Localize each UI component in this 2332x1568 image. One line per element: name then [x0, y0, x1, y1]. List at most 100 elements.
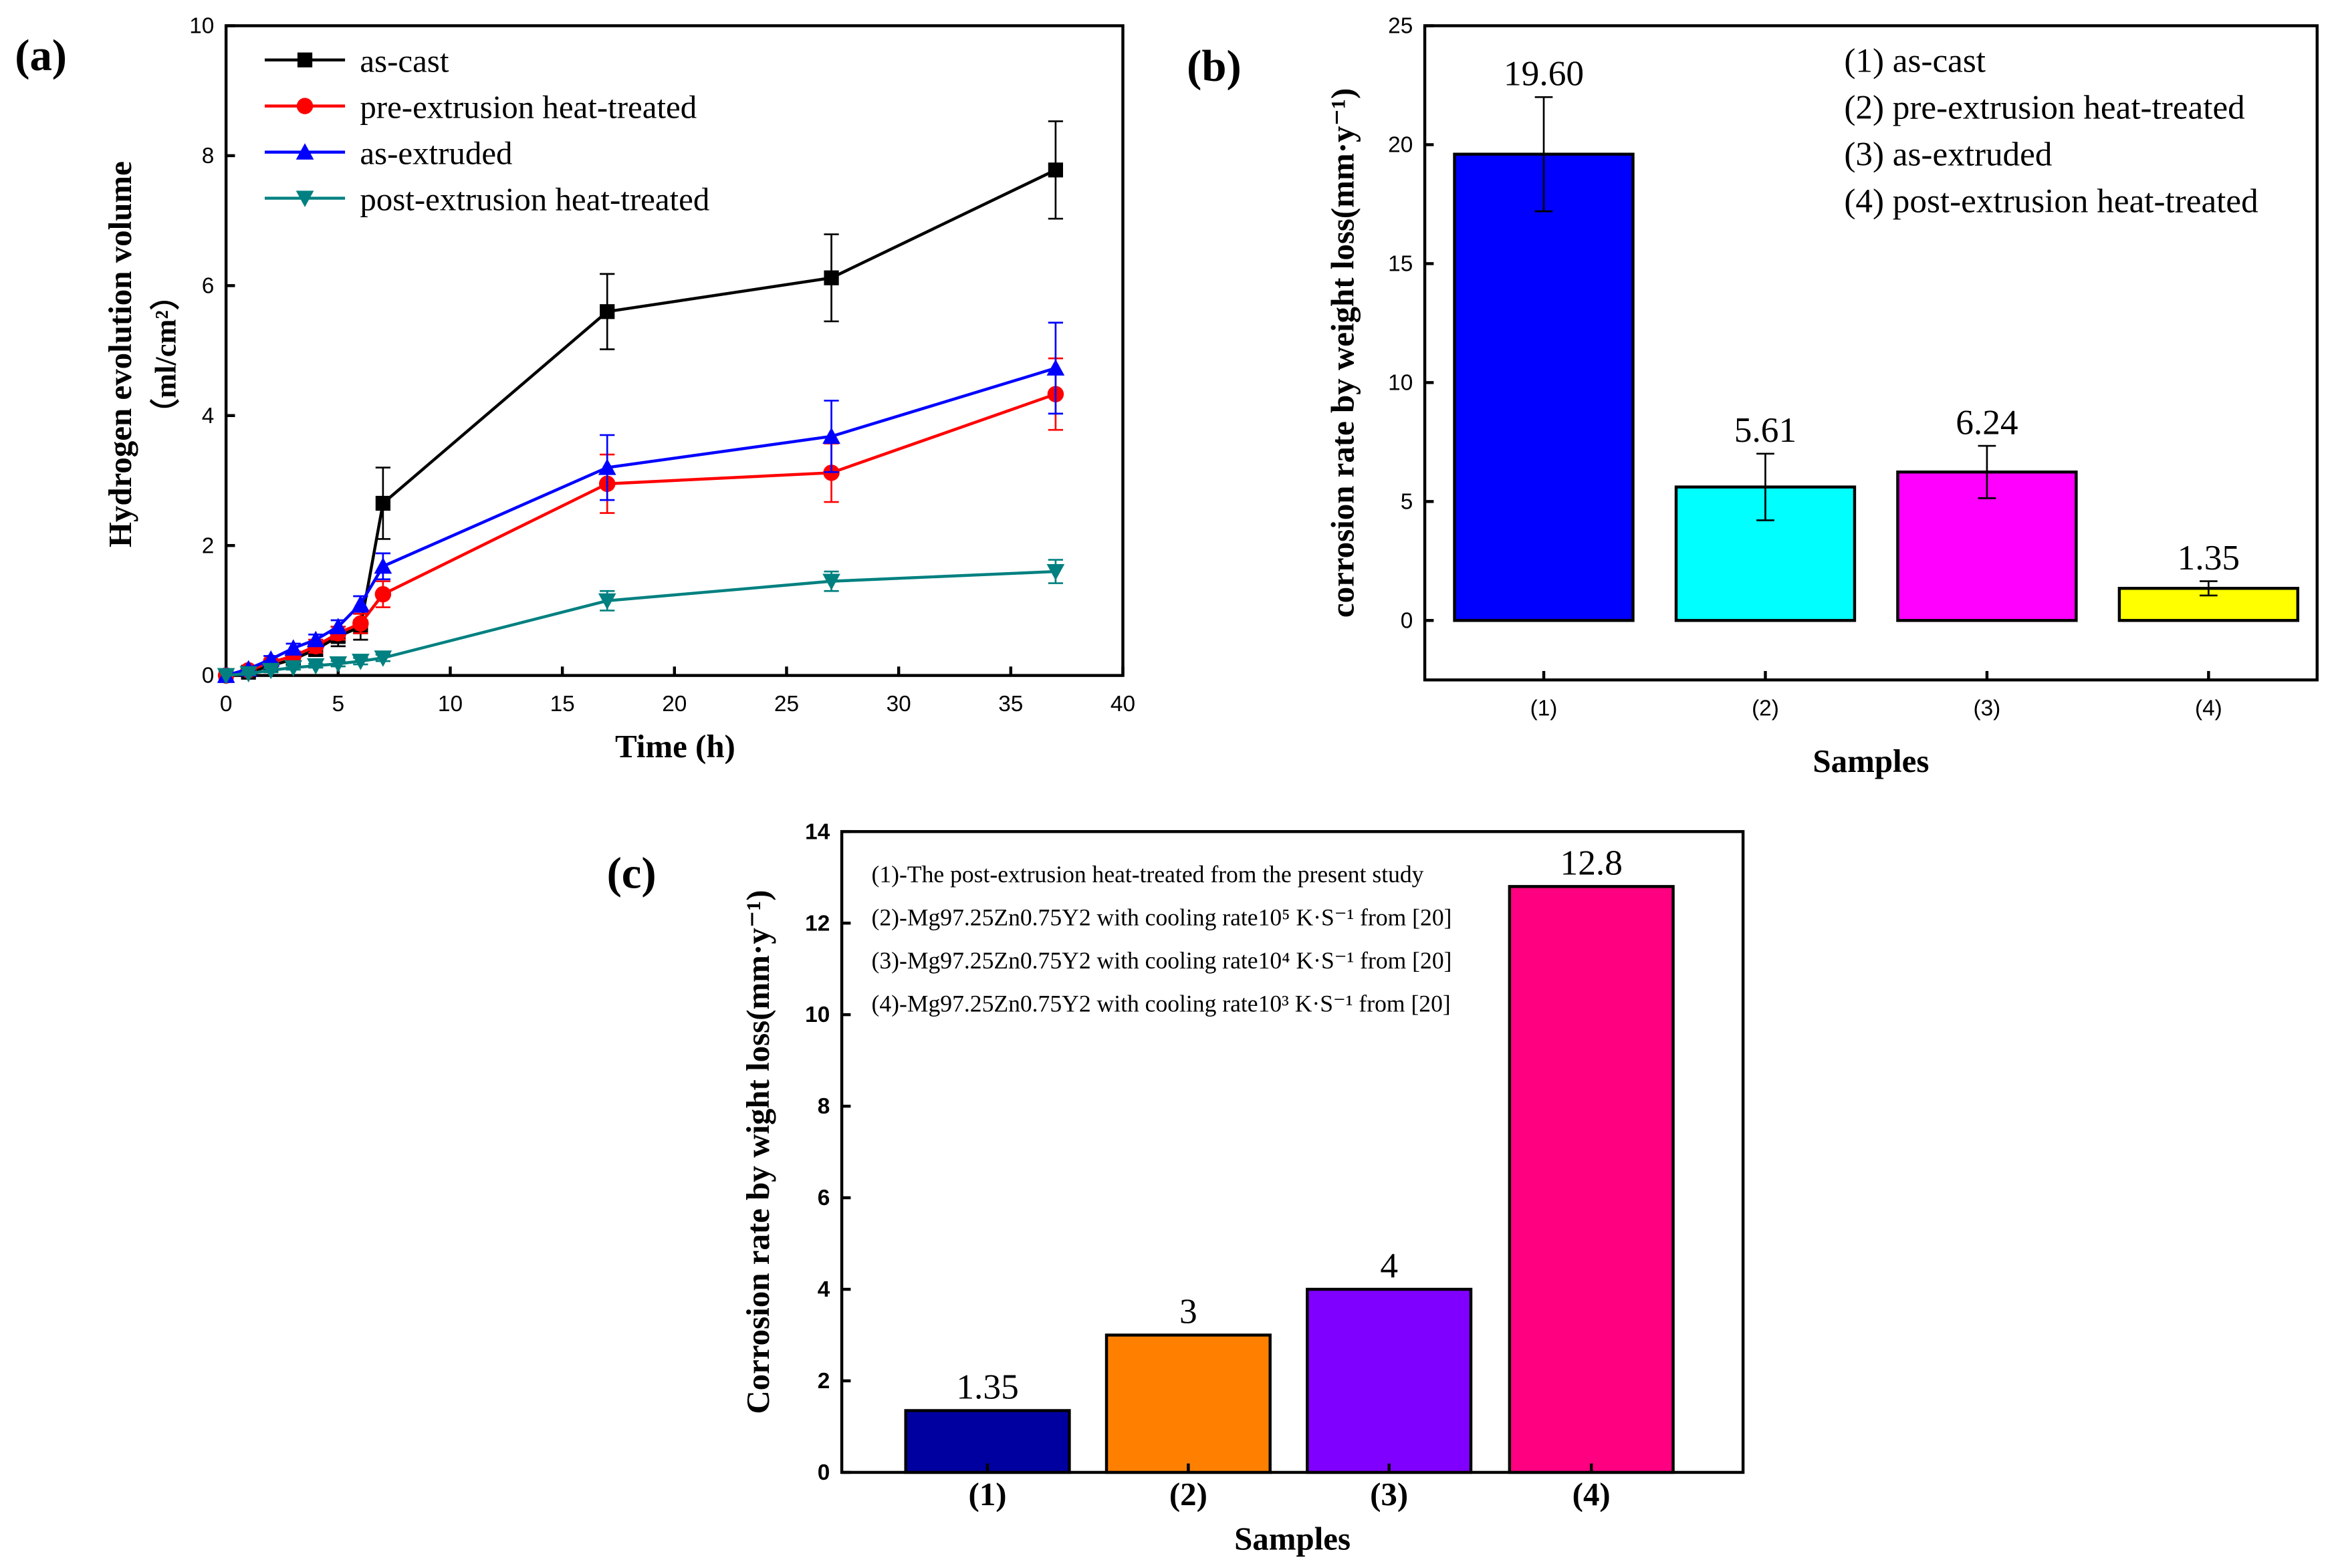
chart-c-axes: 0 2 4 6 8 10 12 14	[805, 819, 1745, 1485]
error-bar	[2200, 580, 2218, 597]
chart-a-xtick-label: 35	[998, 692, 1023, 716]
chart-a-xtick-label: 10	[438, 692, 463, 716]
panel-label-a: (a)	[15, 31, 67, 80]
chart-a-ytick-label: 8	[202, 144, 215, 168]
category-label: (1)	[1530, 696, 1558, 721]
chart-a-ylabel: Hydrogen evolution volume	[102, 161, 138, 547]
chart-c-ytick-label: 2	[818, 1369, 830, 1394]
error-bar	[1534, 96, 1553, 213]
chart-a-xtick-label: 5	[332, 692, 345, 716]
bar-value-label: 5.61	[1734, 410, 1796, 450]
chart-b-ytick-label: 20	[1388, 133, 1413, 158]
data-point	[261, 650, 280, 667]
data-point	[1048, 162, 1064, 178]
data-point	[329, 656, 348, 673]
data-point	[352, 615, 369, 632]
chart-a-ytick-label: 2	[202, 533, 215, 558]
data-point	[374, 650, 392, 667]
chart-c-ytick-label: 14	[805, 819, 830, 844]
legend-marker	[296, 143, 314, 160]
chart-a-xtick-label: 40	[1111, 692, 1135, 716]
bar-group: 19.60 (1)	[1453, 53, 1635, 721]
series-line	[225, 392, 1056, 677]
legend-marker	[296, 190, 314, 207]
chart-a-xtick-label: 15	[550, 692, 575, 716]
bar	[1508, 885, 1675, 1474]
chart-a-ytick-label: 10	[189, 14, 214, 39]
data-point	[306, 630, 325, 648]
data-point	[284, 660, 303, 677]
data-point	[306, 658, 325, 675]
legend-label: as-extruded	[360, 134, 512, 171]
data-point	[351, 654, 370, 670]
category-label: (4)	[1572, 1476, 1611, 1513]
legend-marker	[297, 52, 313, 68]
chart-c-ylabel: Corrosion rate by wight loss(mm·y⁻¹)	[739, 890, 776, 1414]
data-point	[239, 666, 258, 683]
data-point	[374, 557, 392, 574]
error-bar	[1978, 444, 1996, 499]
data-point	[261, 662, 280, 680]
chart-c-frame	[840, 829, 1745, 1474]
chart-c-ytick-label: 0	[818, 1460, 830, 1485]
data-point	[217, 668, 235, 684]
series-line	[225, 569, 1056, 677]
legend-entry: (4) post-extrusion heat-treated	[1844, 182, 2258, 221]
bar-value-label: 3	[1179, 1291, 1197, 1331]
bar-group: 5.61 (2)	[1674, 410, 1857, 721]
category-label: (3)	[1974, 696, 2001, 721]
chart-b-frame	[1423, 24, 2319, 682]
legend-entry: (4)-Mg97.25Zn0.75Y2 with cooling rate10³…	[872, 990, 1451, 1017]
bar	[1306, 1287, 1473, 1474]
data-point	[822, 573, 840, 591]
chart-a-xlabel: Time (h)	[615, 728, 735, 765]
data-point	[1046, 563, 1065, 581]
category-label: (2)	[1752, 696, 1779, 721]
data-point	[1046, 359, 1065, 376]
bar	[904, 1409, 1071, 1474]
category-label: (3)	[1370, 1476, 1408, 1513]
series-pre-extrusion-heat-treated: pre-extrusion heat-treated	[217, 88, 1064, 684]
legend-entry: (3)-Mg97.25Zn0.75Y2 with cooling rate10⁴…	[872, 947, 1452, 974]
chart-c-ytick-label: 6	[818, 1186, 830, 1210]
legend-label: post-extrusion heat-treated	[360, 180, 709, 217]
chart-b-ytick-label: 10	[1388, 371, 1413, 396]
chart-a-xtick-label: 25	[774, 692, 799, 716]
bar-group: 1.35 (4)	[2117, 537, 2300, 721]
chart-a-xtick-label: 20	[662, 692, 687, 716]
bar-group: 3 (2)	[1104, 1291, 1272, 1513]
data-point	[329, 618, 348, 634]
chart-b-ytick-label: 25	[1388, 14, 1413, 39]
chart-c-ytick-label: 4	[818, 1277, 830, 1302]
bar-value-label: 19.60	[1504, 53, 1584, 93]
bar	[1453, 152, 1635, 622]
bar-value-label: 1.35	[956, 1367, 1018, 1407]
bar-group: 4 (3)	[1306, 1245, 1473, 1513]
bar-value-label: 1.35	[2178, 537, 2240, 577]
category-label: (2)	[1169, 1476, 1207, 1513]
chart-b-ytick-label: 5	[1401, 489, 1413, 514]
chart-a-xtick-label: 0	[220, 692, 233, 716]
data-point	[600, 304, 615, 319]
chart-b-ytick-label: 0	[1401, 608, 1413, 633]
legend-label: pre-extrusion heat-treated	[360, 88, 697, 125]
chart-b-ylabel: corrosion rate by weight loss(mm·y⁻¹)	[1324, 88, 1361, 618]
chart-a-ytick-label: 0	[202, 664, 215, 688]
chart-c-xlabel: Samples	[1234, 1521, 1351, 1557]
series-post-extrusion-heat-treated: post-extrusion heat-treated	[217, 180, 1065, 684]
data-point	[598, 593, 616, 610]
legend-entry: (2)-Mg97.25Zn0.75Y2 with cooling rate10⁵…	[872, 904, 1452, 930]
legend-entry: (1) as-cast	[1844, 41, 1986, 80]
bar	[1104, 1333, 1272, 1474]
legend-label: as-cast	[360, 42, 449, 79]
data-point	[824, 270, 839, 285]
legend-entry: (1)-The post-extrusion heat-treated from…	[872, 861, 1424, 888]
panel-label-b: (b)	[1187, 42, 1242, 91]
chart-b-axes: 0 5 10 15 20 25	[1388, 14, 2319, 682]
chart-a-xtick-label: 30	[887, 692, 911, 716]
chart-a-ylabel-unit: （ml/cm²）	[148, 281, 182, 428]
chart-a-ytick-label: 4	[202, 404, 215, 428]
chart-c-ytick-label: 8	[818, 1094, 830, 1119]
error-bar	[1756, 452, 1774, 521]
bar-value-label: 4	[1380, 1245, 1398, 1285]
